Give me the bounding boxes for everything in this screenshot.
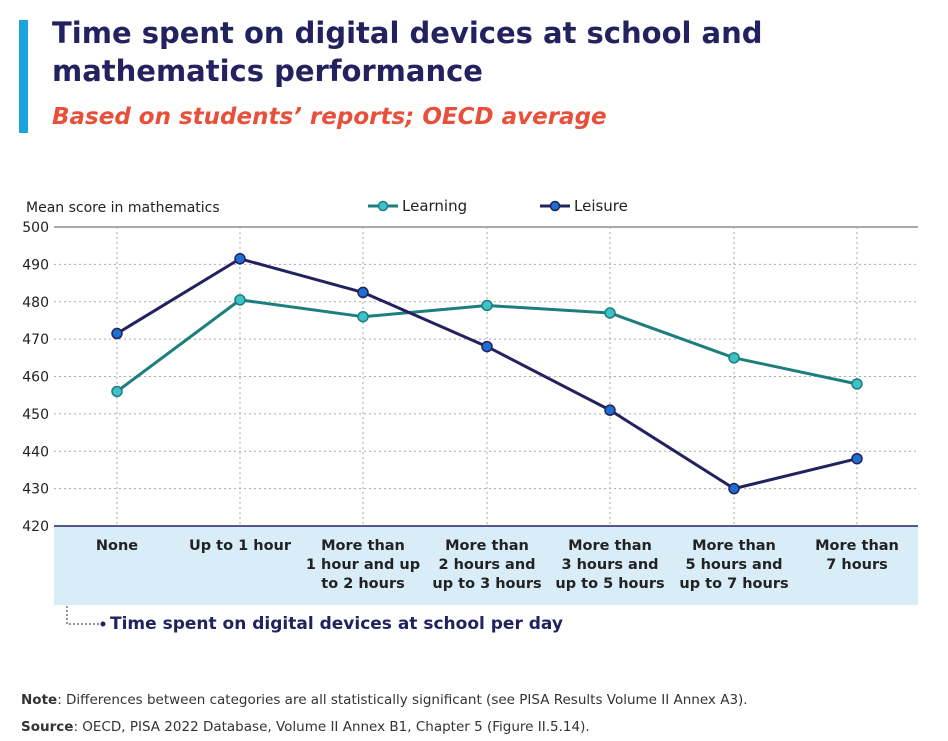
data-point-leisure: [234, 253, 246, 265]
x-tick-label: More than 3 hours and up to 5 hours: [555, 538, 664, 592]
data-point-learning: [111, 385, 123, 398]
x-tick-label: More than 5 hours and up to 7 hours: [679, 538, 788, 592]
legend-marker-learning: [377, 200, 389, 212]
data-point-leisure: [357, 286, 369, 299]
legend-label-leisure: Leisure: [574, 197, 628, 215]
data-point-learning: [357, 310, 369, 323]
y-tick-label: 470: [22, 332, 49, 348]
y-tick-label: 440: [22, 444, 49, 460]
y-tick-label: 430: [22, 482, 49, 498]
y-tick-label: 420: [22, 519, 49, 535]
source-text: Source: OECD, PISA 2022 Database, Volume…: [21, 719, 590, 735]
data-point-learning: [728, 352, 740, 364]
data-point-learning: [604, 307, 616, 319]
y-axis-label: Mean score in mathematics: [26, 200, 220, 216]
line-chart: 500 490 480 470 460 450 440 430 420 Mean score in…: [22, 197, 918, 634]
data-point-learning: [481, 299, 493, 312]
legend-label-learning: Learning: [402, 197, 467, 215]
chart-title: Time spent on digital devices at school …: [52, 16, 763, 88]
data-point-leisure: [604, 404, 616, 416]
title-accent-bar: [19, 20, 28, 133]
y-tick-label: 490: [22, 257, 49, 273]
legend-marker-leisure: [549, 200, 561, 212]
data-point-leisure: [851, 452, 863, 465]
x-axis-label-bullet: [100, 621, 106, 627]
x-category-band: [54, 526, 918, 605]
y-tick-label: 480: [22, 295, 49, 311]
data-point-leisure: [481, 340, 493, 353]
y-tick-label: 460: [22, 370, 49, 386]
y-tick-label: 500: [22, 220, 49, 236]
chart-subtitle: Based on students’ reports; OECD average: [52, 104, 607, 130]
x-tick-label: None: [96, 538, 138, 554]
y-tick-label: 450: [22, 407, 49, 423]
data-point-learning: [234, 294, 246, 306]
x-tick-label: Up to 1 hour: [189, 538, 292, 554]
note-text: Note: Differences between categories are…: [21, 692, 748, 708]
x-tick-label: More than 2 hours and up to 3 hours: [432, 538, 541, 592]
x-axis-label: Time spent on digital devices at school …: [110, 614, 563, 634]
data-point-leisure: [111, 327, 123, 340]
data-point-leisure: [728, 482, 740, 495]
x-tick-label: More than 7 hours: [815, 538, 899, 573]
x-tick-label: More than 1 hour and up to 2 hours: [306, 538, 420, 592]
data-point-learning: [851, 378, 863, 390]
x-axis-label-connector: [66, 606, 102, 625]
